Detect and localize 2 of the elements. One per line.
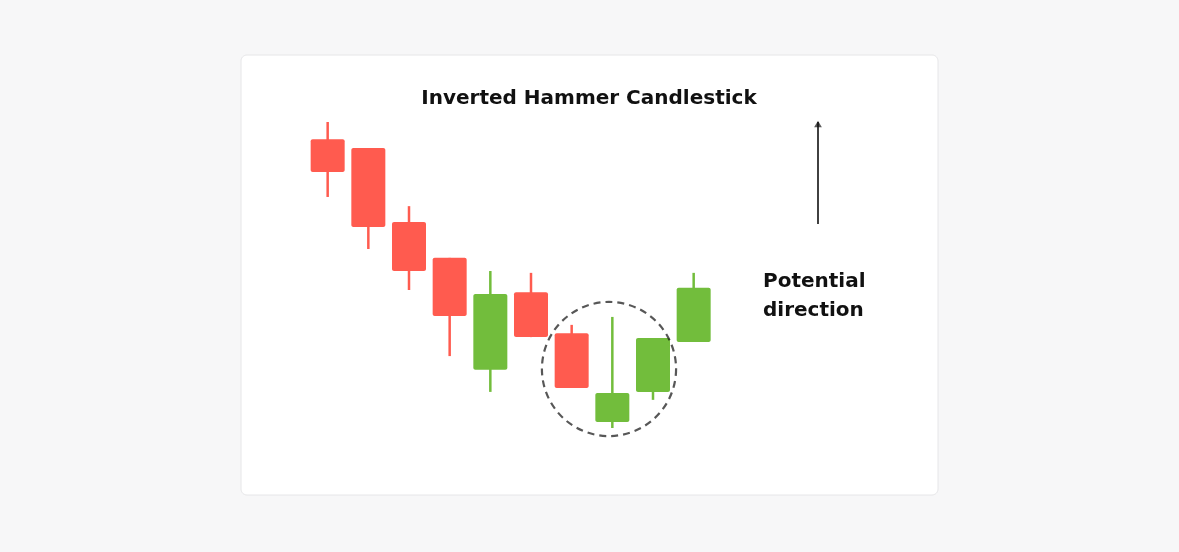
chart-title: Inverted Hammer Candlestick bbox=[421, 85, 758, 109]
text: Potential direction bbox=[763, 268, 866, 321]
